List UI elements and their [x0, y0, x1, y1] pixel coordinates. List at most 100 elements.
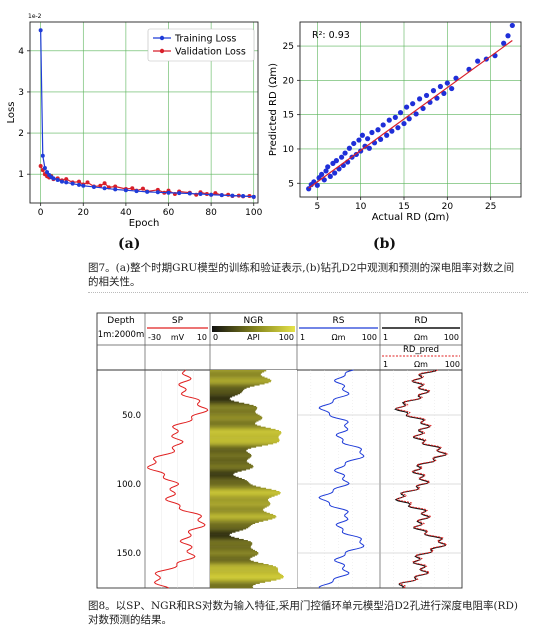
ngr-fill-slice	[210, 573, 282, 576]
ngr-fill-slice	[210, 544, 252, 546]
loss-legend-label: Training Loss	[174, 34, 236, 45]
ngr-fill-slice	[210, 490, 280, 493]
scatter-point	[314, 182, 320, 188]
loss-ytick-label: 2	[18, 129, 24, 139]
ngr-fill-slice	[210, 483, 251, 485]
loss-xtick-label: 20	[78, 208, 90, 218]
ngr-fill-slice	[210, 399, 231, 401]
ngr-fill-slice	[210, 580, 271, 582]
track-header-unit: API	[247, 333, 260, 342]
ngr-fill-slice	[210, 532, 233, 534]
track-header-min: 1	[383, 360, 388, 369]
scatter-point	[378, 136, 384, 142]
ngr-fill-slice	[210, 571, 279, 574]
ngr-fill-slice	[210, 482, 250, 484]
ngr-fill-slice	[210, 423, 256, 425]
ngr-fill-slice	[210, 432, 282, 434]
ngr-fill-slice	[210, 437, 279, 439]
scatter-point	[325, 164, 331, 170]
scatter-point	[434, 95, 440, 101]
ngr-fill-slice	[210, 383, 265, 385]
scatter-xtick-label: 15	[398, 202, 409, 212]
scatter-point	[404, 104, 410, 110]
ngr-fill-slice	[210, 463, 252, 466]
ngr-fill-slice	[210, 451, 248, 454]
scatter-point	[386, 117, 392, 123]
ngr-fill-slice	[210, 370, 267, 372]
loss-series-point	[55, 177, 60, 182]
figure8-caption: 图8。以SP、NGR和RS对数为输入特征,采用门控循环单元模型沿D2孔进行深度电…	[88, 600, 518, 626]
loss-series-point	[166, 190, 171, 195]
ngr-fill-slice	[210, 557, 251, 559]
rs-log-curve	[318, 369, 365, 589]
ngr-fill-slice	[210, 549, 256, 552]
ngr-fill-slice	[210, 417, 263, 420]
scatter-point	[339, 154, 345, 160]
scatter-point	[410, 101, 416, 107]
ngr-fill-slice	[210, 436, 279, 438]
ngr-fill-slice	[210, 548, 253, 551]
ngr-fill-slice	[210, 460, 247, 462]
loss-series-point	[177, 191, 182, 196]
scatter-xtick-label: 10	[355, 202, 367, 212]
ngr-fill-slice	[210, 420, 259, 422]
ngr-fill-slice	[210, 526, 249, 529]
ngr-fill-slice	[210, 426, 266, 429]
ngr-fill-slice	[210, 581, 266, 583]
scatter-point	[453, 75, 459, 81]
ngr-fill-slice	[210, 435, 279, 437]
ngr-fill-slice	[210, 582, 260, 584]
ngr-fill-slice	[210, 408, 257, 410]
ngr-fill-slice	[210, 517, 276, 519]
ngr-fill-slice	[210, 518, 273, 520]
scatter-point	[332, 170, 338, 176]
loss-series-point	[59, 179, 64, 184]
ngr-fill-slice	[210, 566, 276, 568]
scatter-point	[375, 127, 381, 133]
ngr-fill-slice	[210, 542, 253, 544]
ngr-fill-slice	[210, 524, 251, 527]
track-header-title: RD	[414, 316, 427, 326]
ngr-fill-slice	[210, 511, 267, 514]
loss-series-point	[42, 166, 47, 171]
ngr-fill-slice	[210, 534, 230, 536]
ngr-fill-slice	[210, 530, 240, 532]
ngr-fill-slice	[210, 381, 269, 384]
ngr-fill-slice	[210, 541, 251, 543]
scatter-point	[333, 158, 339, 164]
track-header-unit: Ωm	[332, 333, 346, 342]
ngr-fill-slice	[210, 501, 270, 504]
loss-legend-marker	[159, 48, 165, 54]
scatter-point	[501, 40, 507, 46]
ngr-fill-slice	[210, 419, 261, 421]
ngr-fill-slice	[210, 505, 269, 507]
scatter-ylabel: Predicted RD (Ωm)	[268, 63, 279, 156]
ngr-fill-slice	[210, 499, 269, 502]
scatter-chart: 5 10 15 20 25 5 10 15 20 25 Actual RD (Ωm) Predicte…	[268, 21, 522, 223]
ngr-fill-slice	[210, 413, 258, 415]
loss-series-point	[155, 190, 160, 195]
ngr-fill-slice	[210, 390, 243, 393]
ngr-fill-slice	[210, 465, 254, 468]
ngr-fill-slice	[210, 537, 240, 540]
ngr-fill-slice	[210, 415, 262, 418]
scatter-point	[441, 90, 447, 96]
ngr-fill-slice	[210, 427, 271, 430]
loss-series-point	[38, 28, 43, 33]
ngr-fill-slice	[210, 393, 238, 396]
ngr-fill-slice	[210, 536, 235, 539]
ngr-fill-slice	[210, 401, 239, 403]
loss-xtick-label: 0	[38, 208, 44, 218]
ngr-fill-slice	[210, 446, 257, 448]
track-header-title: SP	[172, 316, 184, 326]
ngr-fill-slice	[210, 512, 270, 515]
ngr-fill-slice	[210, 372, 263, 374]
track-header-title: RS	[333, 316, 345, 326]
ngr-fill-slice	[210, 487, 267, 490]
depth-label: 150.0	[117, 549, 141, 559]
ngr-fill-slice	[210, 577, 284, 579]
ngr-fill-slice	[210, 416, 263, 419]
ngr-fill-slice	[210, 391, 242, 394]
loss-legend-marker	[159, 35, 165, 41]
ngr-fill-slice	[210, 424, 258, 426]
